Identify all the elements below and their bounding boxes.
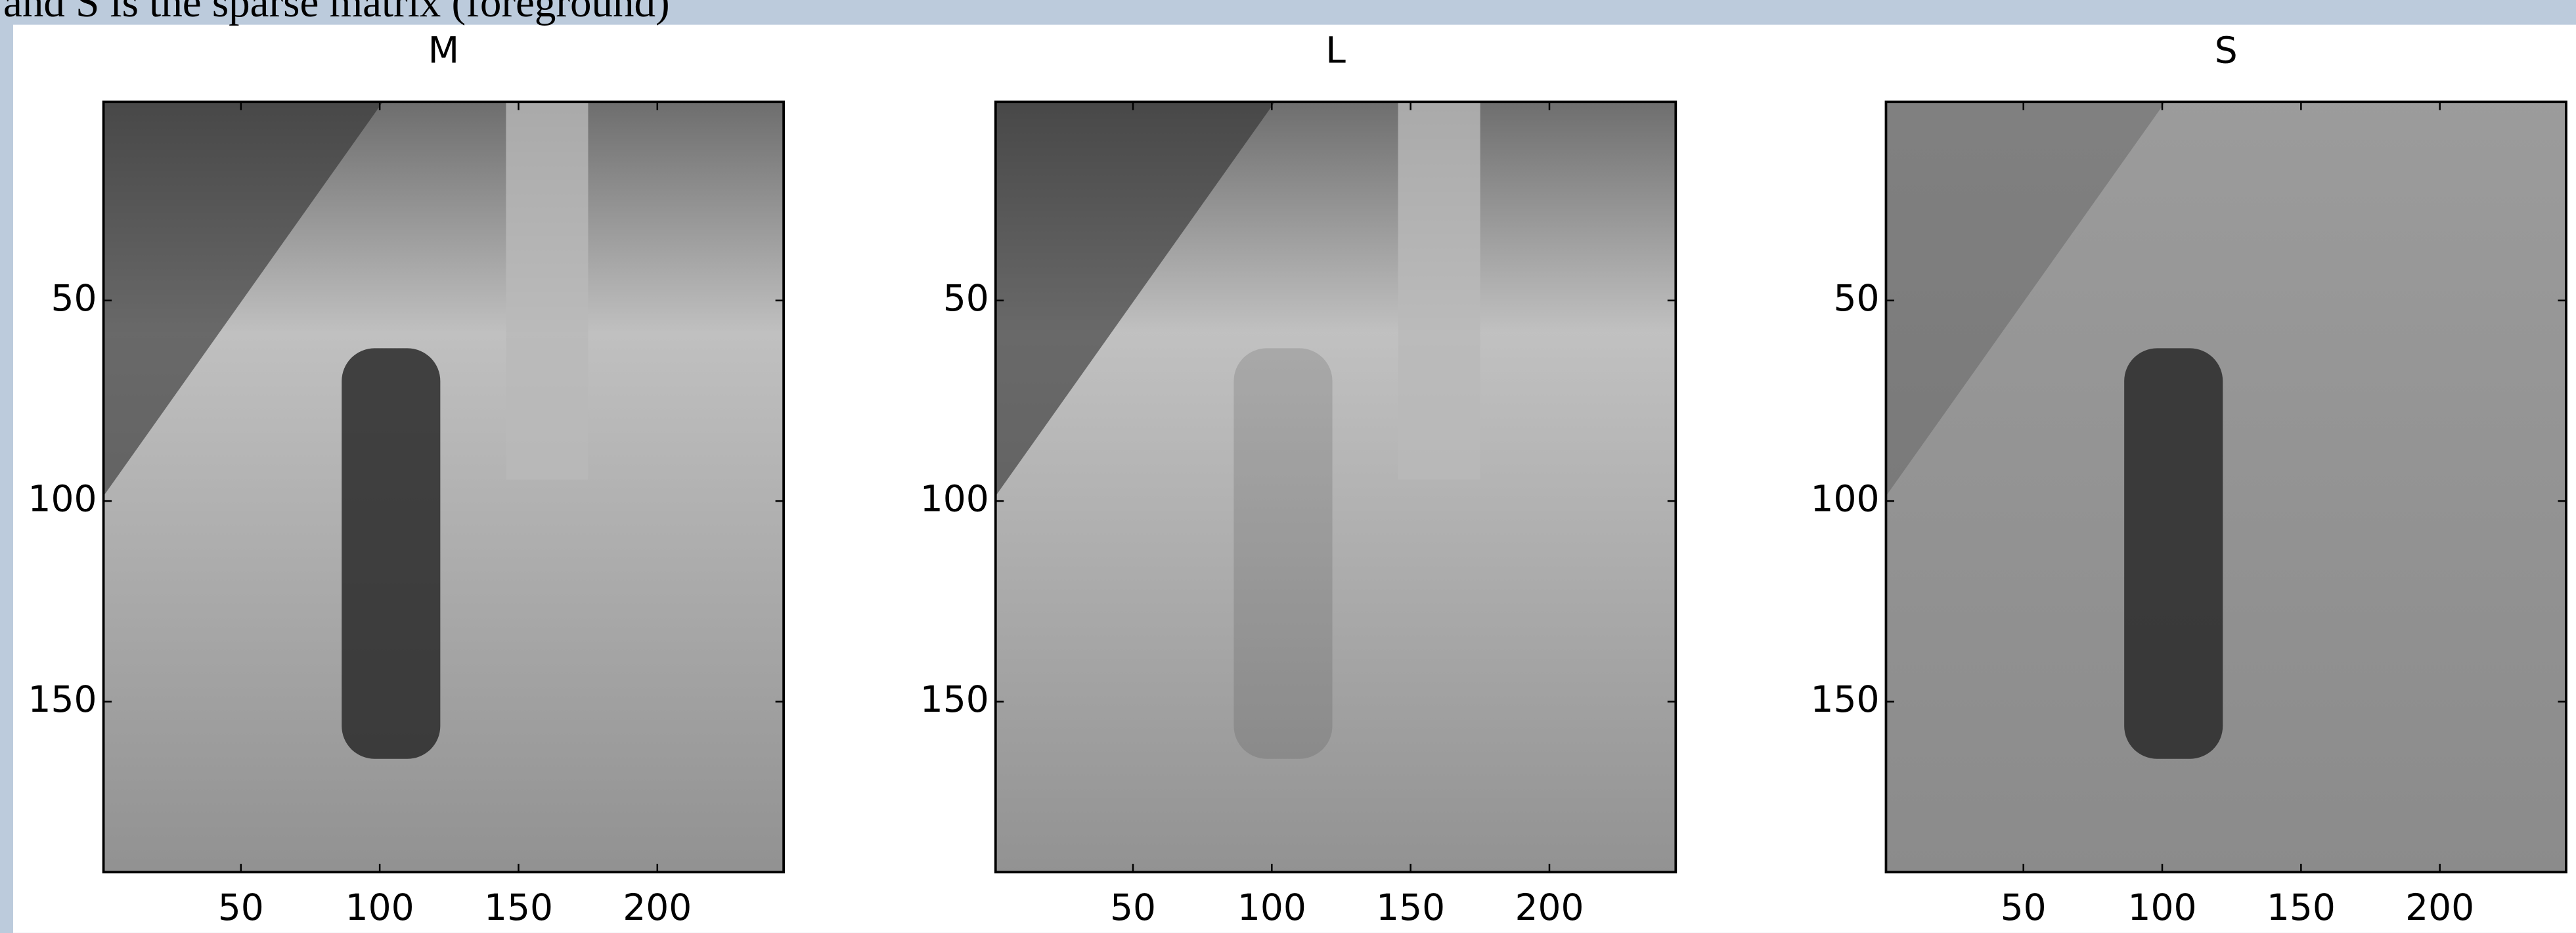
x-tick-label: 50	[2001, 886, 2047, 928]
x-tick-label: 100	[1237, 886, 1306, 928]
page: and S is the sparse matrix (foreground) …	[0, 0, 2576, 933]
image-figure	[1233, 348, 1332, 758]
image-figure	[2124, 348, 2223, 758]
image-pillar	[506, 102, 588, 479]
image-pillar	[1398, 102, 1480, 479]
x-tick-label: 200	[2405, 886, 2474, 928]
x-tick-label: 200	[623, 886, 692, 928]
y-tick-label: 150	[28, 678, 97, 720]
x-tick-label: 100	[2128, 886, 2197, 928]
x-tick-label: 150	[2267, 886, 2336, 928]
y-tick-label: 50	[943, 277, 989, 319]
caption: and S is the sparse matrix (foreground)	[3, 0, 670, 26]
x-tick-label: 50	[1110, 886, 1156, 928]
x-tick-label: 50	[218, 886, 264, 928]
y-tick-label: 100	[28, 477, 97, 519]
y-tick-label: 100	[920, 477, 989, 519]
y-tick-label: 50	[1833, 277, 1879, 319]
y-tick-label: 100	[1810, 477, 1879, 519]
axes-title: S	[2215, 29, 2238, 71]
figure: and S is the sparse matrix (foreground) …	[0, 0, 2576, 933]
y-tick-label: 50	[51, 277, 97, 319]
y-tick-label: 150	[920, 678, 989, 720]
x-tick-label: 100	[345, 886, 414, 928]
x-tick-label: 150	[1376, 886, 1445, 928]
x-tick-label: 150	[484, 886, 553, 928]
y-tick-label: 150	[1810, 678, 1879, 720]
image-figure	[342, 348, 440, 758]
axes-title: L	[1325, 29, 1346, 71]
axes-title: M	[428, 29, 459, 71]
x-tick-label: 200	[1515, 886, 1584, 928]
